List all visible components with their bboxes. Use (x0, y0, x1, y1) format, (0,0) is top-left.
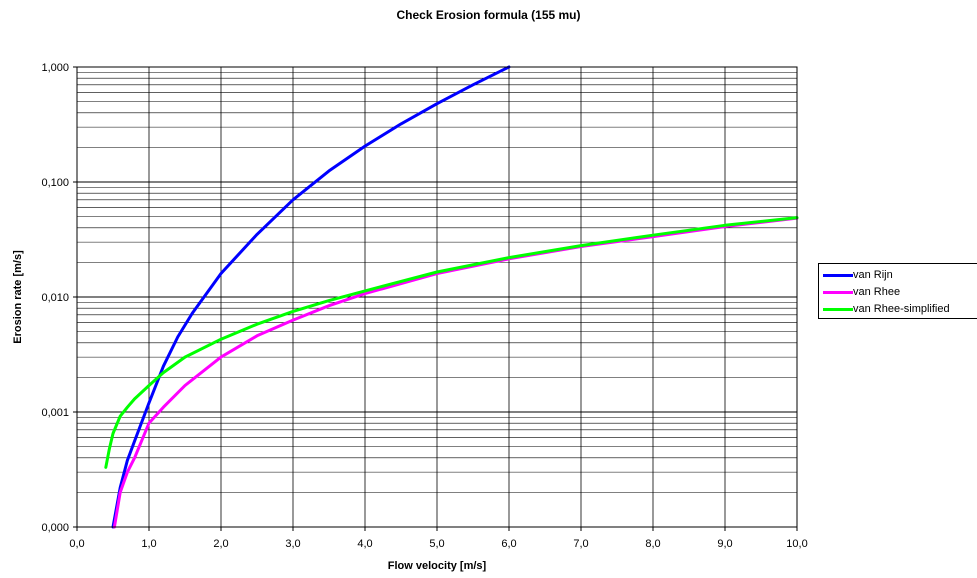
x-tick-label: 8,0 (645, 538, 660, 550)
legend-item-van-rijn: van Rijn (823, 267, 893, 283)
series-lines (104, 65, 799, 529)
chart-title: Check Erosion formula (155 mu) (396, 8, 581, 22)
x-tick-label: 7,0 (573, 538, 588, 550)
legend: van Rijn van Rhee van Rhee-simplified (818, 263, 977, 319)
y-tick-label: 0,000 (41, 522, 69, 534)
series-line-van-rhee-simplified (104, 216, 799, 469)
y-tick-label: 0,010 (41, 292, 69, 304)
legend-label-van-rhee: van Rhee (853, 286, 901, 298)
legend-swatch-van-rhee-simplified (823, 307, 853, 311)
x-tick-label: 3,0 (285, 538, 300, 550)
legend-label-van-rhee-simplified: van Rhee-simplified (853, 303, 950, 315)
legend-swatch-van-rijn (823, 273, 853, 277)
x-tick-label: 4,0 (357, 538, 372, 550)
x-tick-label: 2,0 (213, 538, 228, 550)
x-tick-label: 6,0 (501, 538, 516, 550)
x-tick-label: 10,0 (786, 538, 807, 550)
legend-label-van-rijn: van Rijn (853, 269, 893, 281)
y-tick-label: 0,001 (41, 407, 69, 419)
legend-item-van-rhee-simplified: van Rhee-simplified (823, 301, 950, 317)
series-line-van-rijn (111, 65, 511, 529)
legend-swatch-van-rhee (823, 290, 853, 294)
x-tick-label: 9,0 (717, 538, 732, 550)
y-axis-ticks: 0,000 0,001 0,010 0,100 1,000 (41, 62, 77, 534)
legend-item-van-rhee: van Rhee (823, 284, 900, 300)
y-tick-label: 0,100 (41, 177, 69, 189)
x-axis-ticks: 0,0 1,0 2,0 3,0 4,0 5,0 6,0 7,0 8,0 9,0 10,0 (69, 527, 808, 550)
x-axis-title: Flow velocity [m/s] (387, 560, 487, 572)
y-tick-label: 1,000 (41, 62, 69, 74)
x-tick-label: 1,0 (141, 538, 156, 550)
y-axis-title: Erosion rate [m/s] (12, 250, 24, 344)
x-tick-label: 5,0 (429, 538, 444, 550)
gridlines (76, 67, 798, 528)
x-tick-label: 0,0 (69, 538, 84, 550)
series-line-van-rhee (112, 216, 799, 529)
